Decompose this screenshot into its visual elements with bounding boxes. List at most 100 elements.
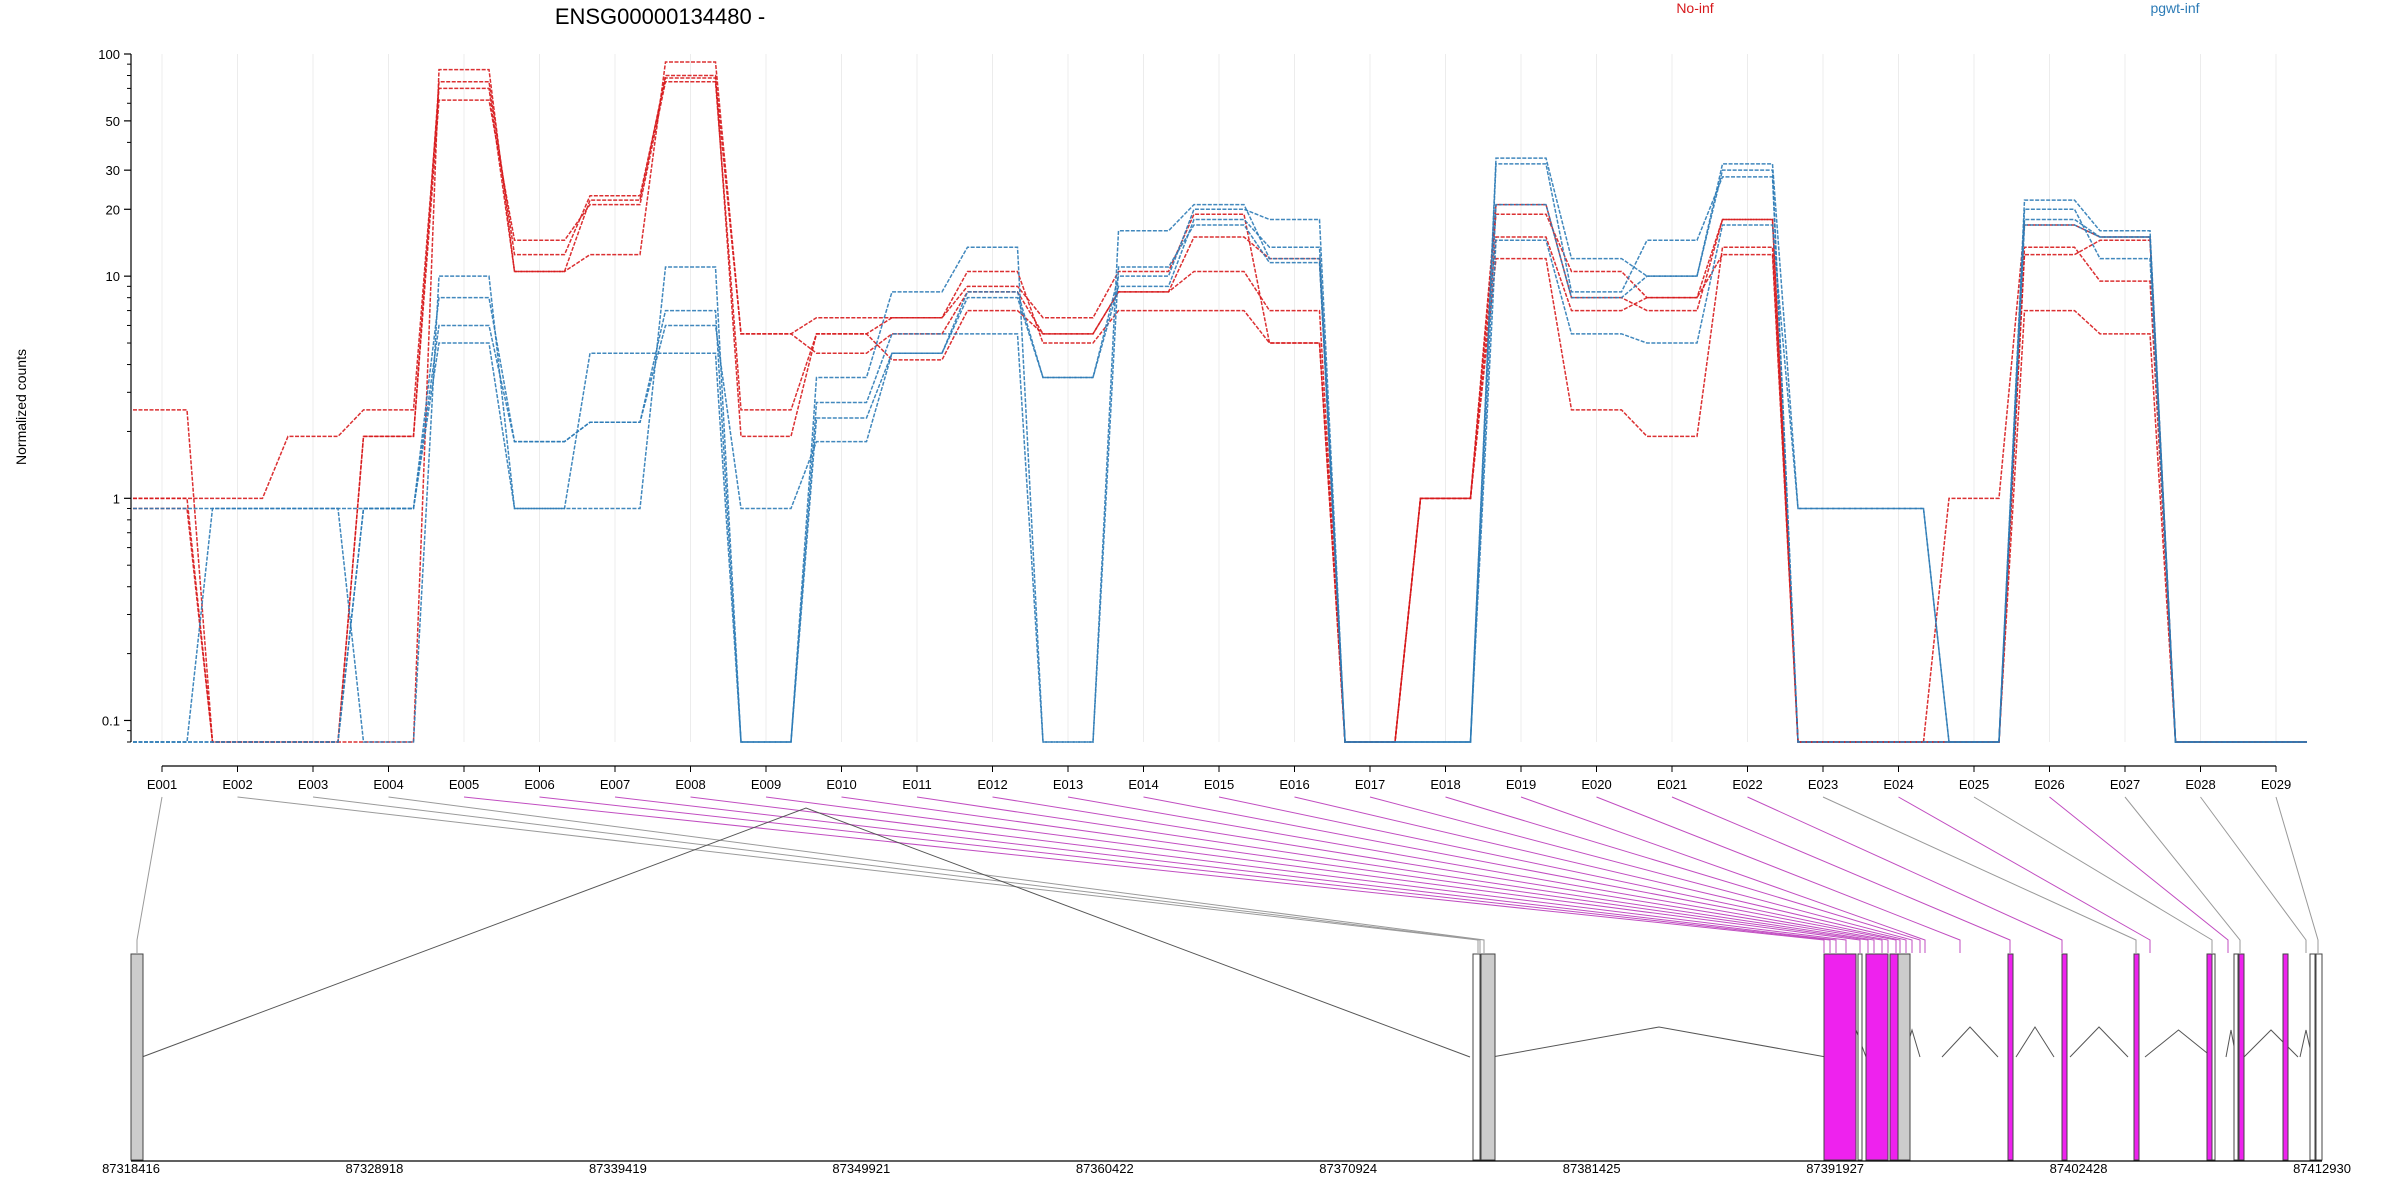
x-tick-label: E012 xyxy=(977,777,1007,792)
legend-pgwt-inf: pgwt-inf xyxy=(2150,0,2199,16)
exon-box xyxy=(1889,953,1899,1161)
y-tick-label: 10 xyxy=(106,269,120,284)
series-line-pgwt-inf-7 xyxy=(133,163,2307,743)
exon-box xyxy=(2233,953,2239,1161)
connector-E008 xyxy=(690,796,1847,953)
x-tick-label: E010 xyxy=(826,777,856,792)
x-tick-label: E016 xyxy=(1279,777,1309,792)
chart-title: ENSG00000134480 - xyxy=(555,4,765,29)
connector-E002 xyxy=(237,796,1479,953)
exon-connectors xyxy=(136,796,2319,953)
y-axis-label: Normalized counts xyxy=(13,349,29,465)
y-tick-label: 30 xyxy=(106,163,120,178)
x-tick-label: E005 xyxy=(449,777,479,792)
connector-E025 xyxy=(1973,796,2213,953)
connector-E010 xyxy=(841,796,1869,953)
connector-E009 xyxy=(765,796,1861,953)
x-axis: E001 E002 E003 E004 E005 E006 E007 E008 E009 E010… xyxy=(147,765,2291,792)
exon-box xyxy=(1472,953,1481,1161)
genomic-position-label: 87381425 xyxy=(1563,1161,1621,1176)
connector-E029 xyxy=(2275,796,2319,953)
x-tick-label: E013 xyxy=(1053,777,1083,792)
intron-line xyxy=(2243,1029,2299,1058)
genomic-position-label: 87318416 xyxy=(102,1161,160,1176)
y-tick-label: 100 xyxy=(98,47,120,62)
series-line-no-inf-1 xyxy=(133,77,2307,743)
series-lines xyxy=(133,61,2307,743)
x-tick-label: E023 xyxy=(1808,777,1838,792)
x-tick-label: E006 xyxy=(524,777,554,792)
connector-E003 xyxy=(312,796,1481,953)
exon-box xyxy=(1480,953,1496,1161)
connector-E014 xyxy=(1143,796,1897,953)
connector-E020 xyxy=(1596,796,1961,953)
connector-E024 xyxy=(1898,796,2151,953)
exon-box xyxy=(2007,953,2014,1161)
x-tick-label: E018 xyxy=(1430,777,1460,792)
connector-E015 xyxy=(1218,796,1901,953)
genomic-position-label: 87339419 xyxy=(589,1161,647,1176)
y-tick-label: 0.1 xyxy=(102,713,120,728)
connector-E022 xyxy=(1747,796,2063,953)
connector-E026 xyxy=(2049,796,2229,953)
y-tick-label: 20 xyxy=(106,202,120,217)
series-line-pgwt-inf-6 xyxy=(133,169,2307,743)
x-tick-label: E002 xyxy=(222,777,252,792)
x-tick-label: E020 xyxy=(1581,777,1611,792)
connector-E004 xyxy=(388,796,1485,953)
exon-box xyxy=(1897,953,1911,1161)
x-tick-label: E027 xyxy=(2110,777,2140,792)
x-tick-label: E029 xyxy=(2261,777,2291,792)
intron-line xyxy=(2015,1026,2055,1058)
x-tick-label: E003 xyxy=(298,777,328,792)
x-tick-label: E008 xyxy=(675,777,705,792)
exon-box xyxy=(2133,953,2140,1161)
exon-box xyxy=(1823,953,1857,1161)
x-tick-label: E017 xyxy=(1355,777,1385,792)
series-line-pgwt-inf-5 xyxy=(133,157,2307,743)
x-tick-label: E007 xyxy=(600,777,630,792)
genomic-position-label: 87402428 xyxy=(2050,1161,2108,1176)
exon-box xyxy=(2282,953,2289,1161)
y-tick-label: 50 xyxy=(106,114,120,129)
connector-E028 xyxy=(2200,796,2307,953)
x-tick-label: E019 xyxy=(1506,777,1536,792)
connector-E018 xyxy=(1445,796,1921,953)
genomic-position-label: 87328918 xyxy=(346,1161,404,1176)
x-gridlines xyxy=(161,54,2277,742)
genomic-position-label: 87391927 xyxy=(1806,1161,1864,1176)
x-tick-label: E015 xyxy=(1204,777,1234,792)
exon-box xyxy=(2061,953,2068,1161)
gene-model xyxy=(130,807,2323,1161)
connector-E006 xyxy=(539,796,1831,953)
genomic-axis: 87318416 87328918 87339419 87349921 87360422… xyxy=(102,1160,2351,1176)
x-tick-label: E028 xyxy=(2185,777,2215,792)
series-line-no-inf-4 xyxy=(133,61,2307,743)
connector-E001 xyxy=(136,796,163,953)
exon-box xyxy=(1857,953,1863,1161)
x-tick-label: E001 xyxy=(147,777,177,792)
genomic-position-label: 87360422 xyxy=(1076,1161,1134,1176)
connector-E013 xyxy=(1067,796,1889,953)
intron-line xyxy=(2144,1029,2213,1058)
exon-box xyxy=(1865,953,1889,1161)
x-tick-label: E024 xyxy=(1883,777,1913,792)
connector-E021 xyxy=(1671,796,2011,953)
connector-E017 xyxy=(1369,796,1913,953)
x-tick-label: E025 xyxy=(1959,777,1989,792)
connector-E012 xyxy=(992,796,1883,953)
series-line-no-inf-3 xyxy=(133,81,2307,743)
exon-box xyxy=(2315,953,2323,1161)
y-tick-label: 1 xyxy=(113,491,120,506)
genomic-position-label: 87412930 xyxy=(2293,1161,2351,1176)
x-tick-label: E014 xyxy=(1128,777,1158,792)
x-tick-label: E021 xyxy=(1657,777,1687,792)
connector-E005 xyxy=(463,796,1825,953)
connector-E019 xyxy=(1520,796,1926,953)
x-tick-label: E026 xyxy=(2034,777,2064,792)
connector-E016 xyxy=(1294,796,1907,953)
intron-line xyxy=(1491,1026,1827,1058)
x-tick-label: E011 xyxy=(902,777,931,792)
intron-line xyxy=(1941,1026,1999,1058)
